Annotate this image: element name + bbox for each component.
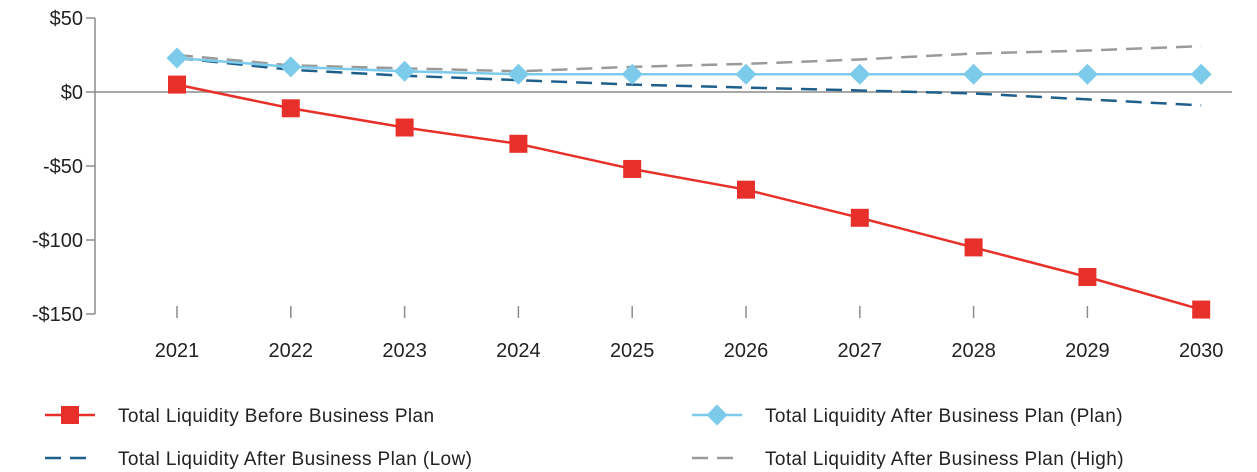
data-point (963, 63, 985, 85)
data-point (849, 63, 871, 85)
x-axis-ticks: 2021 2022 2023 2024 2025 2026 2027 2028 2029 2030 (155, 306, 1224, 362)
series-layer (166, 44, 1212, 319)
legend: Total Liquidity Before Business Plan Tota… (45, 404, 1124, 470)
legend-swatch-marker (61, 406, 79, 424)
data-point (395, 118, 414, 137)
data-point (394, 60, 416, 82)
legend-item: Total Liquidity After Business Plan (Pla… (692, 404, 1123, 427)
x-tick-label: 2025 (610, 340, 655, 362)
series-line (176, 44, 1202, 73)
y-tick-label: -$150 (32, 304, 83, 326)
data-point (850, 208, 869, 227)
data-point (281, 99, 300, 118)
data-point (166, 47, 188, 69)
data-point (1078, 268, 1097, 286)
series-0 (168, 75, 1211, 319)
data-point (737, 180, 755, 199)
data-point (168, 75, 186, 94)
y-tick-label: $0 (61, 82, 83, 104)
x-tick-label: 2024 (496, 340, 541, 362)
x-tick-label: 2022 (269, 340, 314, 362)
data-point (1192, 300, 1211, 319)
data-point (280, 56, 302, 78)
legend-label: Total Liquidity After Business Plan (Hig… (765, 449, 1124, 470)
legend-label: Total Liquidity Before Business Plan (118, 406, 434, 427)
x-tick-label: 2027 (838, 340, 883, 362)
legend-label: Total Liquidity After Business Plan (Pla… (765, 406, 1123, 427)
data-point (1190, 63, 1212, 85)
x-tick-label: 2021 (155, 340, 200, 362)
legend-item: Total Liquidity After Business Plan (Low… (45, 449, 472, 470)
data-point (507, 63, 529, 85)
data-point (509, 134, 528, 153)
series-3 (176, 44, 1202, 73)
series-1 (166, 47, 1212, 85)
data-point (621, 63, 643, 85)
x-tick-label: 2030 (1179, 340, 1224, 362)
data-point (964, 238, 983, 257)
y-axis-ticks: $50 $0 -$50 -$100 -$150 (32, 8, 95, 326)
legend-label: Total Liquidity After Business Plan (Low… (118, 449, 472, 470)
y-tick-label: $50 (50, 8, 83, 30)
data-point (735, 63, 757, 85)
x-tick-label: 2028 (951, 340, 996, 362)
series-line (176, 56, 1202, 107)
y-tick-label: -$100 (32, 230, 83, 252)
data-point (1076, 63, 1098, 85)
x-tick-label: 2029 (1065, 340, 1110, 362)
legend-item: Total Liquidity After Business Plan (Hig… (692, 449, 1124, 470)
series-line (176, 56, 1202, 76)
y-tick-label: -$50 (43, 156, 83, 178)
legend-swatch-marker (706, 404, 728, 426)
data-point (623, 159, 642, 178)
x-tick-label: 2023 (382, 340, 427, 362)
x-tick-label: 2026 (724, 340, 769, 362)
legend-item: Total Liquidity Before Business Plan (45, 406, 434, 427)
series-2 (176, 56, 1202, 107)
series-line (176, 83, 1202, 311)
